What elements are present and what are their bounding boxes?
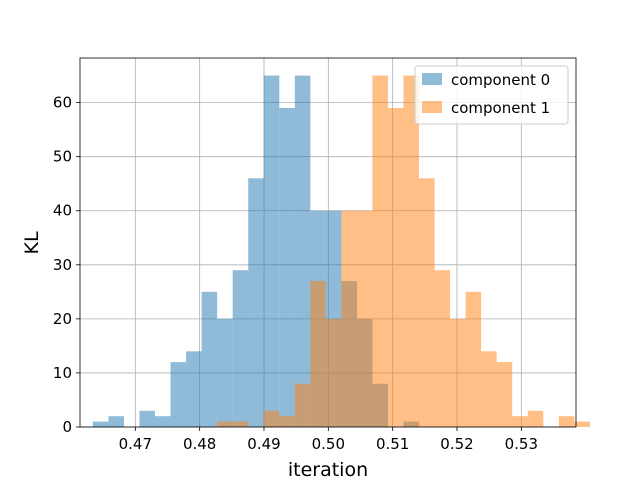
y-tick-label: 20 <box>53 310 72 328</box>
y-tick-label: 40 <box>53 202 72 220</box>
x-tick-label: 0.53 <box>505 435 538 453</box>
histogram-bar-component-1 <box>279 416 295 427</box>
histogram-bar-component-1 <box>418 178 435 427</box>
y-tick-label: 10 <box>53 364 72 382</box>
histogram-bar-component-1 <box>232 421 249 427</box>
x-tick-label: 0.51 <box>376 435 409 453</box>
histogram-bar-component-1 <box>512 416 528 427</box>
histogram-bar-component-1 <box>372 75 388 428</box>
histogram-bar-component-0 <box>108 416 124 427</box>
legend-swatch <box>422 101 442 113</box>
histogram-bar-component-0 <box>217 318 233 427</box>
histogram-bar-component-1 <box>294 383 311 427</box>
y-tick-label: 60 <box>53 94 72 112</box>
histogram-bar-component-0 <box>263 75 280 428</box>
histogram-bar-component-0 <box>294 75 311 428</box>
histogram-bar-component-1 <box>496 362 513 427</box>
y-tick-label: 50 <box>53 148 72 166</box>
histogram-bar-component-0 <box>232 270 249 427</box>
histogram-bar-component-1 <box>465 291 482 427</box>
histogram-bar-component-0 <box>92 421 109 427</box>
x-tick-label: 0.48 <box>183 435 216 453</box>
histogram-bar-component-0 <box>248 178 264 427</box>
histogram-bars <box>92 75 590 428</box>
legend-label: component 1 <box>451 99 550 117</box>
y-axis-ticks: 0 10 20 30 40 50 60 <box>53 94 80 436</box>
histogram-bar-component-1 <box>481 351 497 427</box>
histogram-bar-component-1 <box>356 210 373 427</box>
histogram-bar-component-1 <box>434 270 451 427</box>
y-tick-label: 30 <box>53 256 72 274</box>
histogram-bar-component-0 <box>170 362 187 427</box>
histogram-bar-component-1 <box>325 318 342 427</box>
legend-swatch <box>422 73 442 85</box>
histogram-bar-component-1 <box>527 410 544 427</box>
histogram-bar-component-0 <box>201 291 218 427</box>
histogram-bar-component-0 <box>155 416 171 427</box>
histogram-bar-component-1 <box>558 416 575 427</box>
histogram-bar-component-1 <box>387 108 404 427</box>
histogram-bar-component-1 <box>341 210 357 427</box>
histogram-bar-component-1 <box>263 410 280 427</box>
x-tick-label: 0.50 <box>312 435 345 453</box>
y-axis-label: KL <box>21 231 43 254</box>
x-tick-label: 0.49 <box>247 435 280 453</box>
x-tick-label: 0.52 <box>440 435 473 453</box>
histogram-bar-component-0 <box>279 108 295 427</box>
histogram-bar-component-1 <box>450 318 466 427</box>
histogram-bar-component-0 <box>139 410 156 427</box>
histogram-bar-component-1 <box>310 281 326 427</box>
legend-box <box>414 65 569 125</box>
x-axis-ticks: 0.47 0.48 0.49 0.50 0.51 0.52 0.53 <box>119 427 538 453</box>
legend: component 0 component 1 <box>414 65 569 125</box>
y-tick-label: 0 <box>62 418 72 436</box>
x-tick-label: 0.47 <box>119 435 152 453</box>
histogram-bar-component-0 <box>186 351 202 427</box>
histogram-bar-component-1 <box>574 421 590 427</box>
legend-label: component 0 <box>451 71 550 89</box>
histogram-bar-component-1 <box>403 75 419 428</box>
x-axis-label: iteration <box>288 459 368 480</box>
histogram-bar-component-1 <box>217 421 233 427</box>
